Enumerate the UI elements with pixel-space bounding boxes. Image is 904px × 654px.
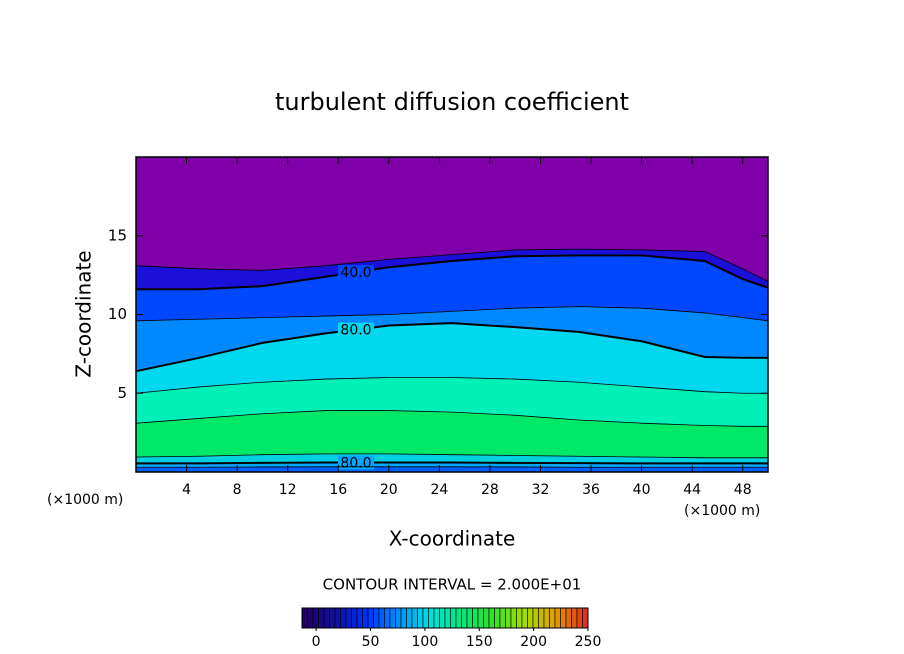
x-tick-label: 44 (683, 482, 701, 498)
colorbar-strip (351, 607, 358, 629)
x-tick-label: 8 (233, 482, 242, 498)
colorbar-strip (450, 607, 457, 629)
colorbar-strip (472, 607, 479, 629)
colorbar-strip (494, 607, 501, 629)
colorbar-frame (301, 607, 589, 629)
contour-line (135, 377, 768, 394)
colorbar-strip (543, 607, 550, 629)
colorbar-strip (340, 607, 347, 629)
colorbar-tick-label: 100 (412, 634, 439, 650)
contour-label: 40.0 (340, 265, 371, 281)
colorbar-tick-label: 200 (520, 634, 547, 650)
colorbar-strip (400, 607, 407, 629)
contour-line (135, 410, 768, 427)
contour-line (136, 254, 769, 291)
colorbar-strip (406, 607, 413, 629)
colorbar-strip (356, 607, 363, 629)
x-tick-label: 12 (279, 482, 297, 498)
colorbar-strip (384, 607, 391, 629)
colorbar-strip (439, 607, 446, 629)
colorbar-strip (345, 607, 352, 629)
x-tick-label: 32 (532, 482, 550, 498)
colorbar-title: CONTOUR INTERVAL = 2.000E+01 (323, 576, 582, 594)
chart-title: turbulent diffusion coefficient (275, 88, 629, 116)
contour-label-bg (338, 265, 374, 280)
colorbar-strip (373, 607, 380, 629)
colorbar-strip (538, 607, 545, 629)
colorbar-strip (488, 607, 495, 629)
contour-fill (136, 466, 768, 472)
y-axis-label: Z-coordinate (72, 250, 96, 377)
colorbar-strip (307, 607, 314, 629)
colorbar-strip (428, 607, 435, 629)
colorbar-strip (576, 607, 583, 629)
x-tick-label: 28 (481, 482, 499, 498)
colorbar-strip (417, 607, 424, 629)
x-tick-label: 40 (633, 482, 651, 498)
colorbar-strip (466, 607, 473, 629)
colorbar-tick-label: 150 (466, 634, 493, 650)
colorbar-strip (560, 607, 567, 629)
colorbar-strip (362, 607, 369, 629)
colorbar-strip (554, 607, 561, 629)
contour-line (135, 322, 768, 373)
colorbar-strip (461, 607, 468, 629)
colorbar-strip (318, 607, 325, 629)
colorbar-strip (411, 607, 418, 629)
colorbar-strip (334, 607, 341, 629)
colorbar-strip (582, 607, 589, 629)
colorbar-strip (378, 607, 385, 629)
colorbar-tick-label: 50 (362, 634, 380, 650)
colorbar-strip (422, 607, 429, 629)
colorbar-strip (516, 607, 523, 629)
colorbar-strip (565, 607, 572, 629)
colorbar-strip (329, 607, 336, 629)
contour-label: 80.0 (340, 323, 371, 339)
contour-line (135, 248, 769, 282)
colorbar-strip (433, 607, 440, 629)
contour-label-bg (338, 455, 374, 470)
colorbar-strip (510, 607, 517, 629)
x-unit: (×1000 m) (684, 503, 760, 519)
colorbar-strip (301, 607, 308, 629)
y-tick-label: 15 (108, 226, 127, 244)
contour-line (135, 306, 769, 322)
colorbar-strip (483, 607, 490, 629)
colorbar-strip (444, 607, 451, 629)
colorbar-strip (389, 607, 396, 629)
y-unit: (×1000 m) (47, 492, 123, 508)
contour-line (135, 453, 768, 459)
colorbar-tick-label: 250 (575, 634, 602, 650)
contour-line (136, 461, 768, 465)
colorbar-strip (367, 607, 374, 629)
x-tick-label: 16 (329, 482, 347, 498)
colorbar-tick-label: 0 (312, 634, 321, 650)
colorbar-strip (455, 607, 462, 629)
x-tick-label: 4 (182, 482, 191, 498)
x-axis-label: X-coordinate (389, 527, 516, 551)
x-tick-label: 36 (582, 482, 600, 498)
colorbar-strip (571, 607, 578, 629)
x-tick-label: 24 (430, 482, 448, 498)
y-tick-label: 5 (117, 384, 127, 402)
colorbar-strip (323, 607, 330, 629)
contour-label-bg (338, 322, 374, 337)
colorbar-strip (395, 607, 402, 629)
colorbar-strip (312, 607, 319, 629)
colorbar-strip (499, 607, 506, 629)
colorbar-strip (521, 607, 528, 629)
colorbar-strip (477, 607, 484, 629)
x-tick-label: 20 (380, 482, 398, 498)
colorbar-strip (532, 607, 539, 629)
colorbar-strip (527, 607, 534, 629)
y-tick-label: 10 (108, 305, 127, 323)
contour-label: 80.0 (340, 456, 371, 472)
colorbar-strip (505, 607, 512, 629)
colorbar-strip (549, 607, 556, 629)
x-tick-label: 48 (734, 482, 752, 498)
